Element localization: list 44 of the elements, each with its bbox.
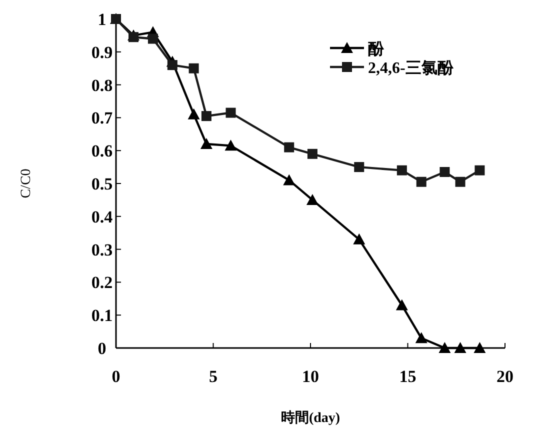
- point: [284, 142, 294, 152]
- point: [474, 342, 486, 353]
- y-axis-title: C/C0: [19, 168, 34, 198]
- x-tick-label: 5: [209, 367, 218, 386]
- y-tick-label: 0.8: [91, 76, 113, 95]
- y-tick-label: 0.1: [91, 306, 113, 326]
- y-tick-label: 0.6: [91, 142, 113, 161]
- point: [283, 174, 296, 186]
- point: [353, 233, 366, 244]
- point: [148, 34, 158, 44]
- point: [167, 60, 178, 70]
- point: [454, 342, 466, 353]
- point: [354, 162, 364, 172]
- y-tick-label: 0.5: [91, 174, 113, 194]
- y-tick-label: 0.4: [91, 207, 114, 226]
- point: [188, 108, 200, 120]
- y-tick-label: 0: [98, 339, 106, 358]
- y-tick-label: 0.7: [91, 108, 114, 128]
- x-axis-title: 時間(day): [280, 410, 340, 426]
- point: [306, 194, 318, 205]
- point: [416, 176, 426, 187]
- legend-label: 酚: [368, 41, 385, 58]
- point: [201, 111, 212, 122]
- x-tick-label: 20: [496, 367, 514, 386]
- y-tick-label: 1: [98, 10, 106, 29]
- legend-label: 2,4,6-三氯酚: [368, 60, 454, 77]
- point: [224, 140, 237, 151]
- point: [455, 176, 466, 187]
- point: [200, 138, 212, 150]
- x-tick-label: 15: [399, 367, 416, 386]
- y-tick-label: 0.2: [91, 273, 113, 292]
- point: [440, 166, 450, 177]
- point: [438, 342, 451, 353]
- point: [188, 63, 199, 74]
- point: [307, 148, 318, 159]
- y-tick-label: 0.3: [91, 240, 113, 260]
- point: [396, 299, 408, 310]
- point: [396, 165, 407, 176]
- point: [415, 332, 428, 344]
- point: [474, 165, 485, 176]
- point: [226, 108, 236, 118]
- y-tick-label: 0.9: [91, 42, 113, 62]
- x-tick-label: 10: [302, 367, 319, 386]
- point: [128, 32, 139, 42]
